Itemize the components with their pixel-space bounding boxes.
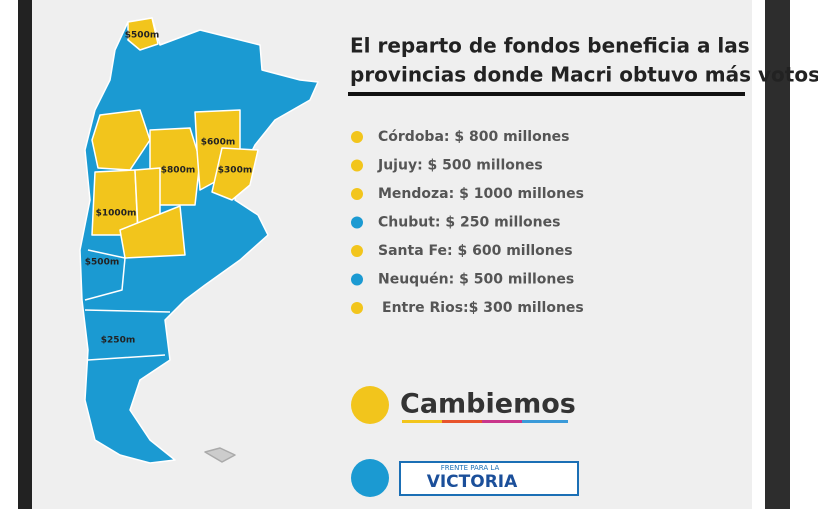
title-line: provincias donde Macri obtuvo más votos (350, 63, 818, 87)
map-label: $250m (101, 336, 135, 346)
map-label: $500m (85, 258, 119, 268)
title-rule (348, 92, 745, 96)
province (119, 205, 186, 259)
item-list: Córdoba: $ 800 millones Jujuy: $ 500 mill… (351, 129, 584, 316)
border (84, 249, 126, 301)
item-dot (351, 245, 363, 257)
map (79, 17, 319, 464)
frame-left (18, 0, 32, 509)
province (211, 147, 259, 201)
item-dot (351, 131, 363, 143)
province (127, 17, 159, 51)
item-text: Neuquén: $ 500 millones (378, 272, 574, 288)
item-dot (351, 273, 363, 286)
item-dot (351, 216, 363, 229)
border (84, 309, 171, 361)
item-text: Mendoza: $ 1000 millones (378, 186, 584, 202)
item-text: Entre Rios:$ 300 millones (382, 300, 584, 316)
legend-dot (351, 386, 389, 424)
map-labels: $500m $600m $800m $300m $1000m $500m $250m (85, 31, 252, 346)
item-text: Jujuy: $ 500 millones (377, 158, 543, 174)
islands (204, 447, 236, 463)
fpv-main: VICTORIA (427, 472, 518, 492)
item-text: Santa Fe: $ 600 millones (378, 243, 573, 259)
map-label: $300m (218, 166, 252, 176)
map-label: $500m (125, 31, 159, 41)
map-label: $1000m (96, 209, 137, 219)
fpv-top: FRENTE PARA LA (441, 464, 500, 472)
fpv-logo (399, 461, 579, 496)
item-dot (351, 302, 363, 314)
map-label: $800m (161, 166, 195, 176)
logo-stripe (402, 420, 568, 423)
legend-dot (351, 459, 389, 497)
title-line: El reparto de fondos beneficia a las (350, 34, 750, 58)
frame-right (765, 0, 790, 509)
map-label: $600m (201, 138, 235, 148)
item-text: Chubut: $ 250 millones (378, 215, 560, 231)
cambiemos-logo: Cambiemos (400, 389, 576, 420)
item-text: Córdoba: $ 800 millones (378, 129, 570, 145)
item-dot (351, 188, 363, 200)
item-dot (351, 159, 363, 172)
